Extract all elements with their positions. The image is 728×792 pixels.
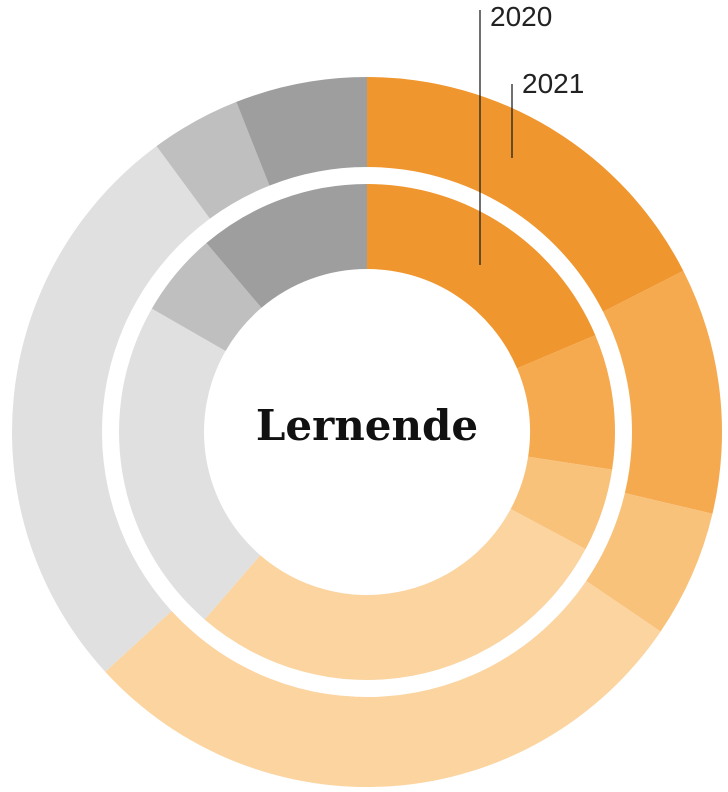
segment <box>586 493 713 632</box>
segment <box>204 509 586 681</box>
segment <box>367 184 596 369</box>
series-label: 2020 <box>490 1 552 32</box>
segment <box>236 77 367 186</box>
segment <box>367 77 684 312</box>
segment <box>11 146 210 672</box>
segment <box>206 184 367 308</box>
segment <box>510 456 613 550</box>
segment <box>105 580 661 787</box>
segment <box>517 335 616 470</box>
rings <box>11 77 722 787</box>
segment <box>156 101 270 219</box>
series-label: 2021 <box>522 68 584 99</box>
segment <box>118 308 261 620</box>
center-label: Lernende <box>256 401 478 450</box>
segment <box>603 270 722 514</box>
segment <box>151 243 262 351</box>
